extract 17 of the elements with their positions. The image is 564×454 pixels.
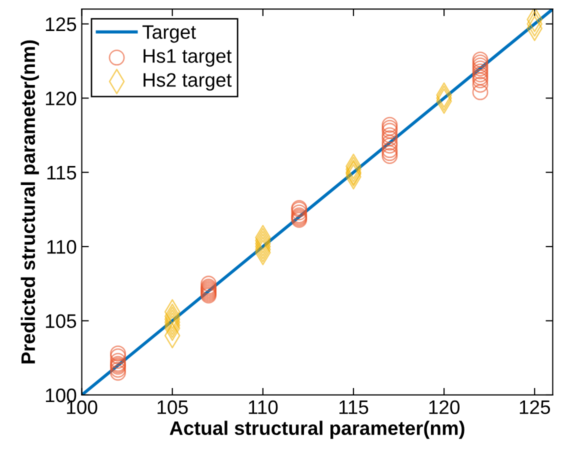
y-tick-label: 120 xyxy=(46,92,76,106)
y-tick-label: 125 xyxy=(46,17,76,32)
x-tick-label: 105 xyxy=(158,400,188,414)
x-axis-title: Actual structural parameter(nm) xyxy=(170,420,464,439)
x-tick-label: 100 xyxy=(67,400,98,414)
y-tick-label: 115 xyxy=(47,166,76,180)
x-tick-label: 125 xyxy=(520,400,550,414)
y-axis-title: Predicted structural parameter(nm) xyxy=(20,40,39,364)
legend-label: Target xyxy=(142,25,196,43)
x-tick-label: 115 xyxy=(339,400,368,414)
x-tick-label: 120 xyxy=(429,400,460,414)
legend-label: Hs2 target xyxy=(144,73,232,91)
y-tick-label: 105 xyxy=(46,314,76,328)
x-tick-label: 110 xyxy=(248,400,278,414)
y-tick-label: 110 xyxy=(47,240,76,254)
y-tick-label: 100 xyxy=(46,388,76,402)
legend-label: Hs1 target xyxy=(144,49,232,67)
